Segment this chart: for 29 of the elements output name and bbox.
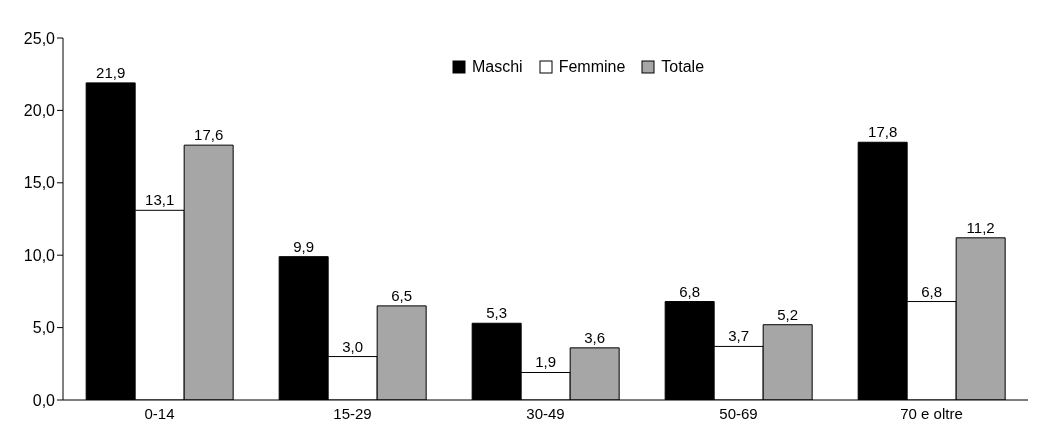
data-label: 3,7 bbox=[728, 327, 750, 345]
data-label: 13,1 bbox=[145, 191, 175, 209]
data-label: 3,0 bbox=[342, 337, 364, 355]
x-tick-label: 50-69 bbox=[719, 404, 758, 422]
data-label: 6,8 bbox=[679, 282, 701, 300]
x-tick-label: 70 e oltre bbox=[900, 404, 963, 422]
data-label: 5,3 bbox=[486, 304, 508, 322]
y-tick-label: 5,0 bbox=[32, 319, 56, 337]
y-tick-label: 10,0 bbox=[23, 246, 56, 264]
y-tick-label: 25,0 bbox=[23, 29, 56, 47]
data-label: 17,6 bbox=[194, 126, 224, 144]
data-label: 17,8 bbox=[868, 123, 898, 141]
legend-label: Totale bbox=[660, 58, 705, 76]
data-label: 6,8 bbox=[921, 282, 943, 300]
legend-label: Femmine bbox=[557, 58, 626, 76]
data-label: 21,9 bbox=[96, 63, 126, 81]
data-label: 11,2 bbox=[966, 218, 995, 236]
data-label: 9,9 bbox=[293, 237, 315, 255]
data-label: 5,2 bbox=[777, 305, 799, 323]
data-label: 3,6 bbox=[584, 328, 606, 346]
y-tick-label: 0,0 bbox=[32, 391, 56, 409]
x-tick-label: 0-14 bbox=[144, 404, 175, 422]
legend-label: Maschi bbox=[470, 58, 523, 76]
y-tick-label: 15,0 bbox=[23, 174, 56, 192]
x-tick-label: 15-29 bbox=[333, 404, 372, 422]
data-label: 6,5 bbox=[391, 286, 413, 304]
y-tick-label: 20,0 bbox=[23, 102, 56, 120]
x-tick-label: 30-49 bbox=[526, 404, 565, 422]
data-label: 1,9 bbox=[535, 353, 557, 371]
